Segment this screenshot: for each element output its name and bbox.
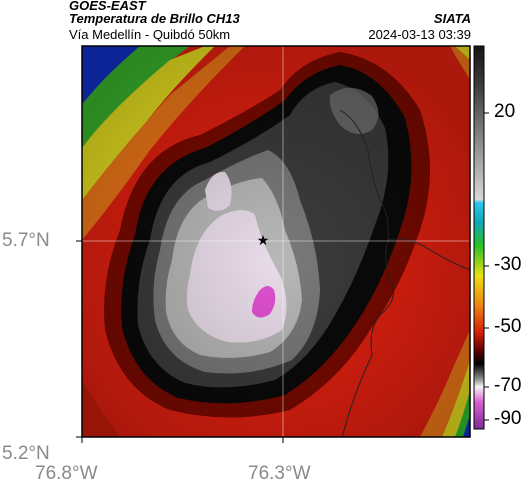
- timestamp-label: 2024-03-13 03:39: [368, 27, 471, 42]
- colorbar-label-neg90: -90: [494, 408, 522, 429]
- product-title: Temperatura de Brillo CH13: [69, 11, 240, 26]
- route-subtitle: Vía Medellín - Quibdó 50km: [69, 27, 231, 42]
- colorbar-label-neg50: -50: [494, 316, 522, 337]
- lat-label-5-7: 5.7°N: [2, 230, 50, 251]
- lon-label-76-8: 76.8°W: [35, 463, 98, 484]
- temperature-field: [82, 46, 470, 437]
- colorbar-label-neg30: -30: [494, 254, 522, 275]
- colorbar-ticks: [484, 112, 489, 421]
- satellite-title: GOES-EAST: [69, 0, 146, 13]
- border-lines: [339, 109, 471, 438]
- tick-marks: [76, 240, 284, 443]
- lon-label-76-3: 76.3°W: [248, 463, 311, 484]
- star-icon: ★: [257, 232, 270, 248]
- colorbar-label-neg70: -70: [494, 375, 522, 396]
- source-label: SIATA: [433, 11, 471, 26]
- lat-label-5-2: 5.2°N: [2, 443, 50, 464]
- colorbar-label-20: 20: [494, 101, 516, 122]
- colorbar: [473, 45, 485, 430]
- grid-lines: [82, 46, 470, 437]
